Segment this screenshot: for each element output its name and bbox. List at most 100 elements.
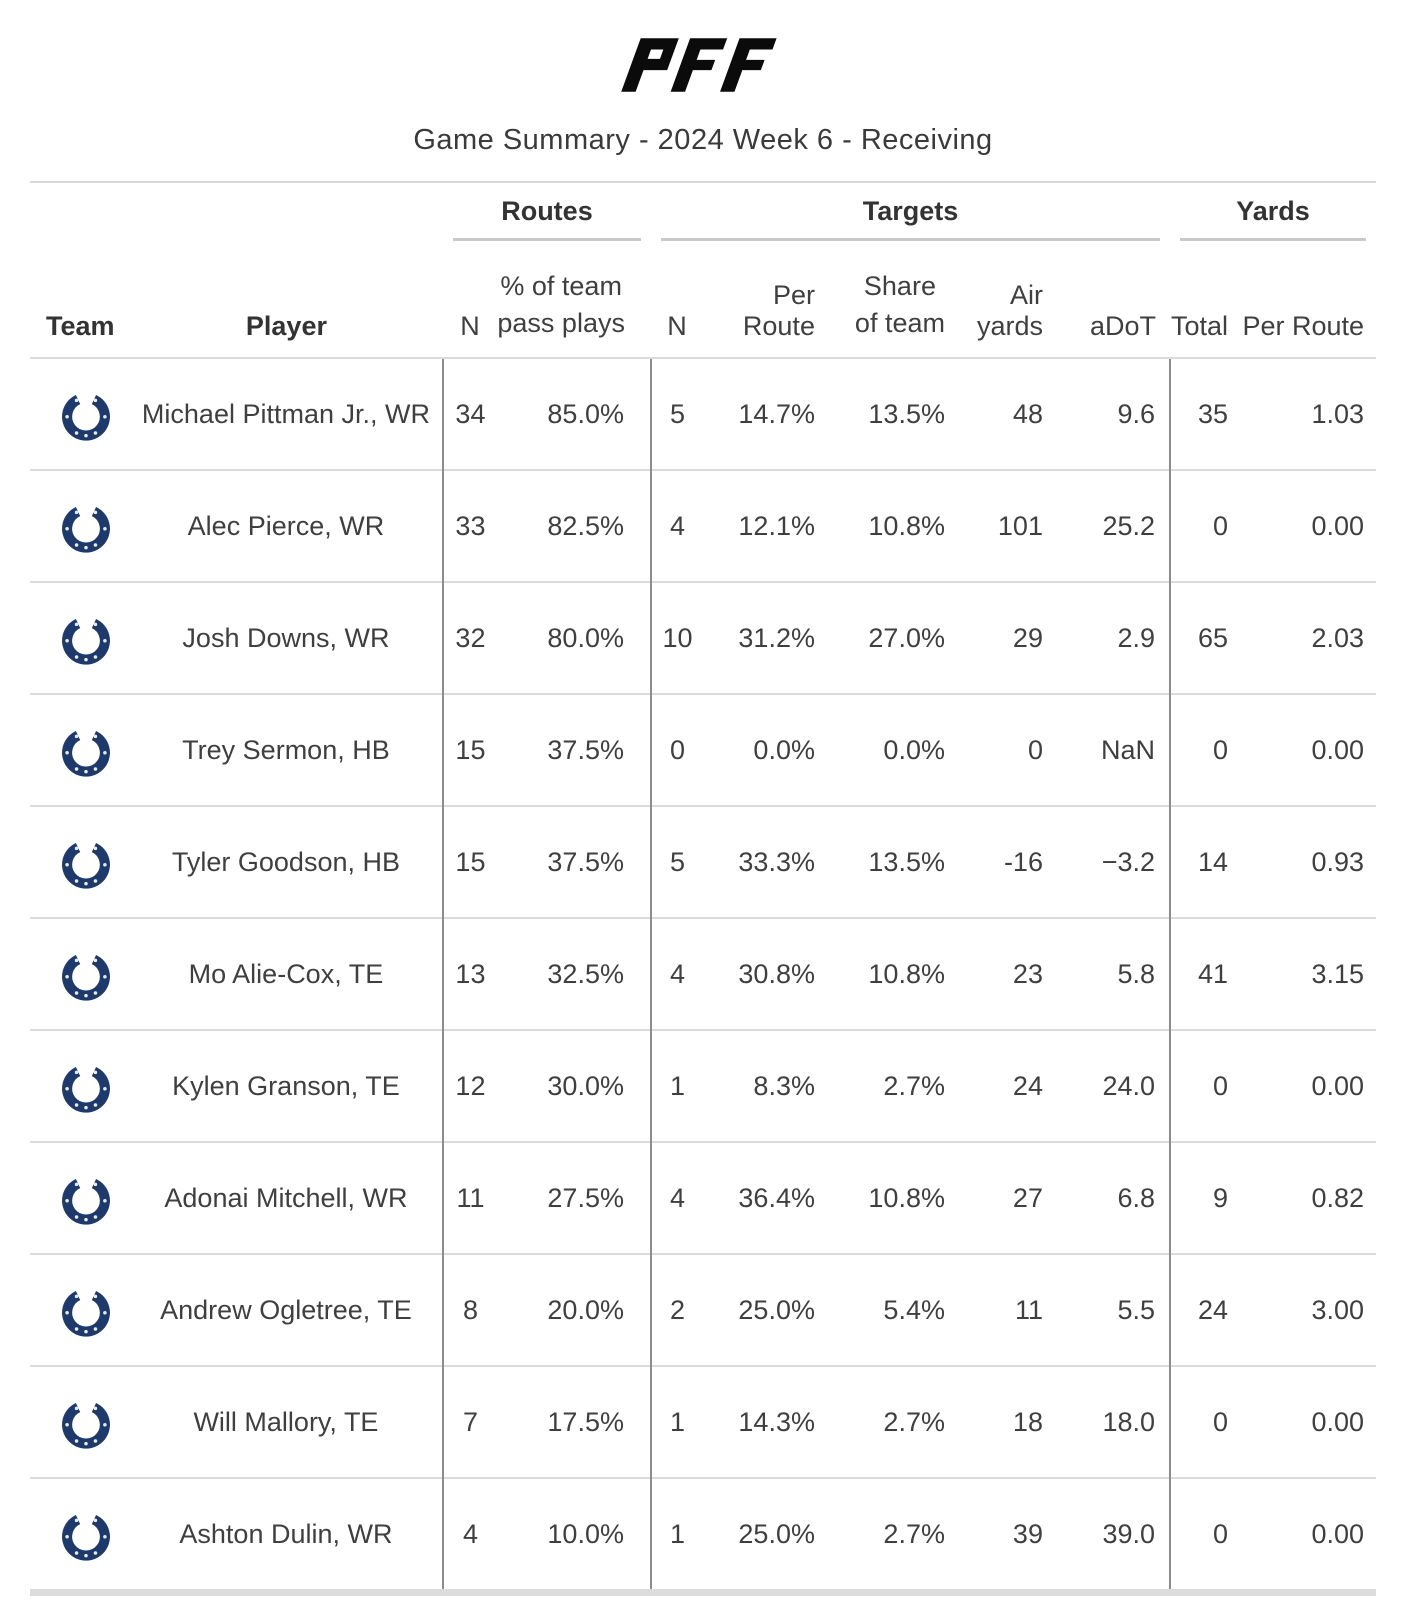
adot-value: 2.9 <box>1076 581 1171 694</box>
player-name: Andrew Ogletree, TE <box>129 1253 443 1366</box>
player-name: Kylen Granson, TE <box>129 1029 443 1142</box>
routes-n-value: 32 <box>441 581 497 694</box>
routes-n-value: 34 <box>441 358 497 470</box>
yards-per-route-value: 3.15 <box>1236 917 1377 1030</box>
routes-pct-value: 17.5% <box>496 1365 651 1478</box>
colts-horseshoe-logo-icon <box>62 1514 110 1561</box>
routes-pct-value: 82.5% <box>496 469 651 582</box>
share-of-team-value: 13.5% <box>844 805 977 918</box>
routes-pct-value: 80.0% <box>496 581 651 694</box>
adot-value: 24.0 <box>1076 1029 1171 1142</box>
table-row: Trey Sermon, HB 15 37.5% 0 0.0% 0.0% 0 N… <box>29 693 1377 806</box>
colts-horseshoe-logo-icon <box>62 394 110 441</box>
routes-pct-value: 10.0% <box>496 1477 651 1593</box>
player-name: Alec Pierce, WR <box>129 469 443 582</box>
routes-n-value: 12 <box>441 1029 497 1142</box>
routes-pct-value: 27.5% <box>496 1141 651 1254</box>
routes-n-value: 8 <box>441 1253 497 1366</box>
table-row: Alec Pierce, WR 33 82.5% 4 12.1% 10.8% 1… <box>29 469 1377 582</box>
air-yards-value: 48 <box>1012 398 1043 429</box>
per-route-value: 31.2% <box>702 581 845 694</box>
targets-n-value: 5 <box>649 805 703 918</box>
air-yards-value: 18 <box>976 1365 1077 1478</box>
per-route-value: 14.3% <box>702 1365 845 1478</box>
targets-n-value: 4 <box>649 1141 703 1254</box>
routes-n-value: 11 <box>441 1141 497 1254</box>
targets-n-value: 5 <box>649 358 703 470</box>
share-of-team-value: 0.0% <box>844 693 977 806</box>
per-route-value: 0.0% <box>702 693 845 806</box>
colts-horseshoe-logo-icon <box>62 506 110 553</box>
group-spacer <box>30 182 443 241</box>
group-title-targets: Targets <box>862 196 959 226</box>
routes-pct-value: 37.5% <box>496 805 651 918</box>
routes-pct-value: 32.5% <box>496 917 651 1030</box>
adot-value: 9.6 <box>1117 398 1156 429</box>
per-route-value: 8.3% <box>702 1029 845 1142</box>
team-logo-cell <box>29 1477 130 1593</box>
colts-horseshoe-logo-icon <box>62 1066 110 1113</box>
adot-value: 25.2 <box>1076 469 1171 582</box>
group-title-routes: Routes <box>501 196 593 226</box>
targets-n-value: 1 <box>649 1029 703 1142</box>
share-of-team-value: 27.0% <box>844 581 977 694</box>
colts-horseshoe-logo-icon <box>62 730 110 777</box>
column-header-air-yards: Air yards <box>976 241 1077 359</box>
player-name: Tyler Goodson, HB <box>129 805 443 918</box>
routes-pct-value: 37.5% <box>496 693 651 806</box>
player-name: Adonai Mitchell, WR <box>129 1141 443 1254</box>
air-yards-value: -16 <box>976 805 1077 918</box>
table-row: Tyler Goodson, HB 15 37.5% 5 33.3% 13.5%… <box>29 805 1377 918</box>
yards-per-route-value: 0.00 <box>1236 1029 1377 1142</box>
column-header-yards-per-route: Per Route <box>1236 241 1377 359</box>
table-row: Will Mallory, TE 7 17.5% 1 14.3% 2.7% 18… <box>29 1365 1377 1478</box>
yards-total-value: 35 <box>1169 358 1237 470</box>
routes-pct-value: 85.0% <box>547 398 624 429</box>
share-of-team-value: 5.4% <box>844 1253 977 1366</box>
colts-horseshoe-logo-icon <box>62 618 110 665</box>
share-of-team-value: 2.7% <box>844 1029 977 1142</box>
column-header-player: Player <box>129 241 443 359</box>
team-logo-cell <box>29 1141 130 1254</box>
routes-n-value: 15 <box>441 805 497 918</box>
player-name: Trey Sermon, HB <box>129 693 443 806</box>
adot-value: 5.5 <box>1076 1253 1171 1366</box>
column-header-team: Team <box>29 241 130 359</box>
yards-total-value: 24 <box>1169 1253 1237 1366</box>
targets-n-value: 1 <box>649 1477 703 1593</box>
air-yards-value: 0 <box>976 693 1077 806</box>
targets-n-value: 0 <box>649 693 703 806</box>
table-header: Routes Targets Yards Team Player N % of … <box>29 182 1377 359</box>
player-name: Ashton Dulin, WR <box>129 1477 443 1593</box>
colts-horseshoe-logo-icon <box>62 1178 110 1225</box>
pff-logo <box>0 38 1406 96</box>
air-yards-value: 29 <box>976 581 1077 694</box>
team-logo-cell <box>29 581 130 694</box>
routes-n-value: 7 <box>441 1365 497 1478</box>
adot-value: 18.0 <box>1076 1365 1171 1478</box>
column-header-share-of-team: Share of team <box>844 241 977 359</box>
colts-horseshoe-logo-icon <box>62 1402 110 1449</box>
team-logo-cell <box>29 469 130 582</box>
team-logo-cell <box>30 358 130 470</box>
table-row: Mo Alie-Cox, TE 13 32.5% 4 30.8% 10.8% 2… <box>29 917 1377 1030</box>
column-header-per-route: Per Route <box>702 241 845 359</box>
adot-value: 6.8 <box>1076 1141 1171 1254</box>
group-header-routes: Routes <box>443 182 651 241</box>
yards-per-route-value: 2.03 <box>1236 581 1377 694</box>
receiving-stats-table: Routes Targets Yards Team Player N % of … <box>29 181 1377 1596</box>
yards-per-route-value: 0.82 <box>1236 1141 1377 1254</box>
routes-n-value: 15 <box>441 693 497 806</box>
team-logo-cell <box>29 805 130 918</box>
adot-value: 39.0 <box>1076 1477 1171 1593</box>
table-row: Kylen Granson, TE 12 30.0% 1 8.3% 2.7% 2… <box>29 1029 1377 1142</box>
yards-total-value: 65 <box>1169 581 1237 694</box>
column-header-yards-total: Total <box>1170 241 1237 359</box>
team-logo-cell <box>29 917 130 1030</box>
air-yards-value: 39 <box>976 1477 1077 1593</box>
adot-value: 5.8 <box>1076 917 1171 1030</box>
page-title: Game Summary - 2024 Week 6 - Receiving <box>413 124 993 156</box>
team-logo-cell <box>29 1029 130 1142</box>
share-of-team-value: 2.7% <box>844 1365 977 1478</box>
